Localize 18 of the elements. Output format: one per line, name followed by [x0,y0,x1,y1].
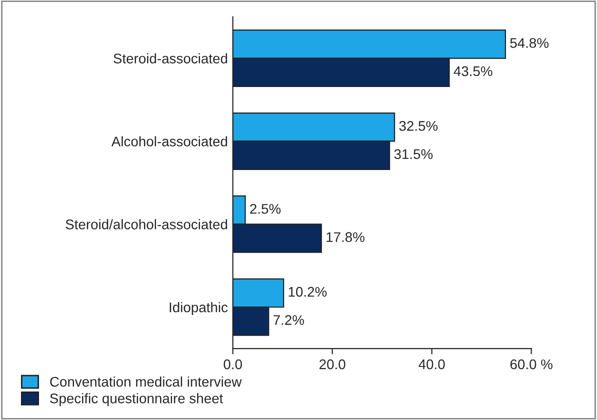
data-label: 10.2% [288,286,327,297]
y-tick-label: Idiopathic [170,302,228,316]
legend-label: Conventation medical interview [50,376,242,387]
data-label: 43.5% [454,66,492,76]
y-tick-label: Steroid-associated [114,53,228,64]
y-tick-label: Alcohol-associated [111,136,228,146]
data-label: 32.5% [399,121,438,131]
x-tick-label: 20.0 [320,359,346,370]
x-tick-label: 60.0 % [510,359,552,370]
data-label: 17.8% [326,232,364,242]
x-tick-label: 0.0 [224,359,242,370]
y-tick-label: Steroid/alcohol-associated [66,219,228,230]
data-label: 2.5% [250,204,281,214]
x-tick-label: 40.0 [418,359,445,370]
legend-label: Specific questionnaire sheet [50,393,224,406]
data-label: 31.5% [394,149,433,160]
data-label: 7.2% [274,315,304,325]
data-label: 54.8% [510,38,549,48]
